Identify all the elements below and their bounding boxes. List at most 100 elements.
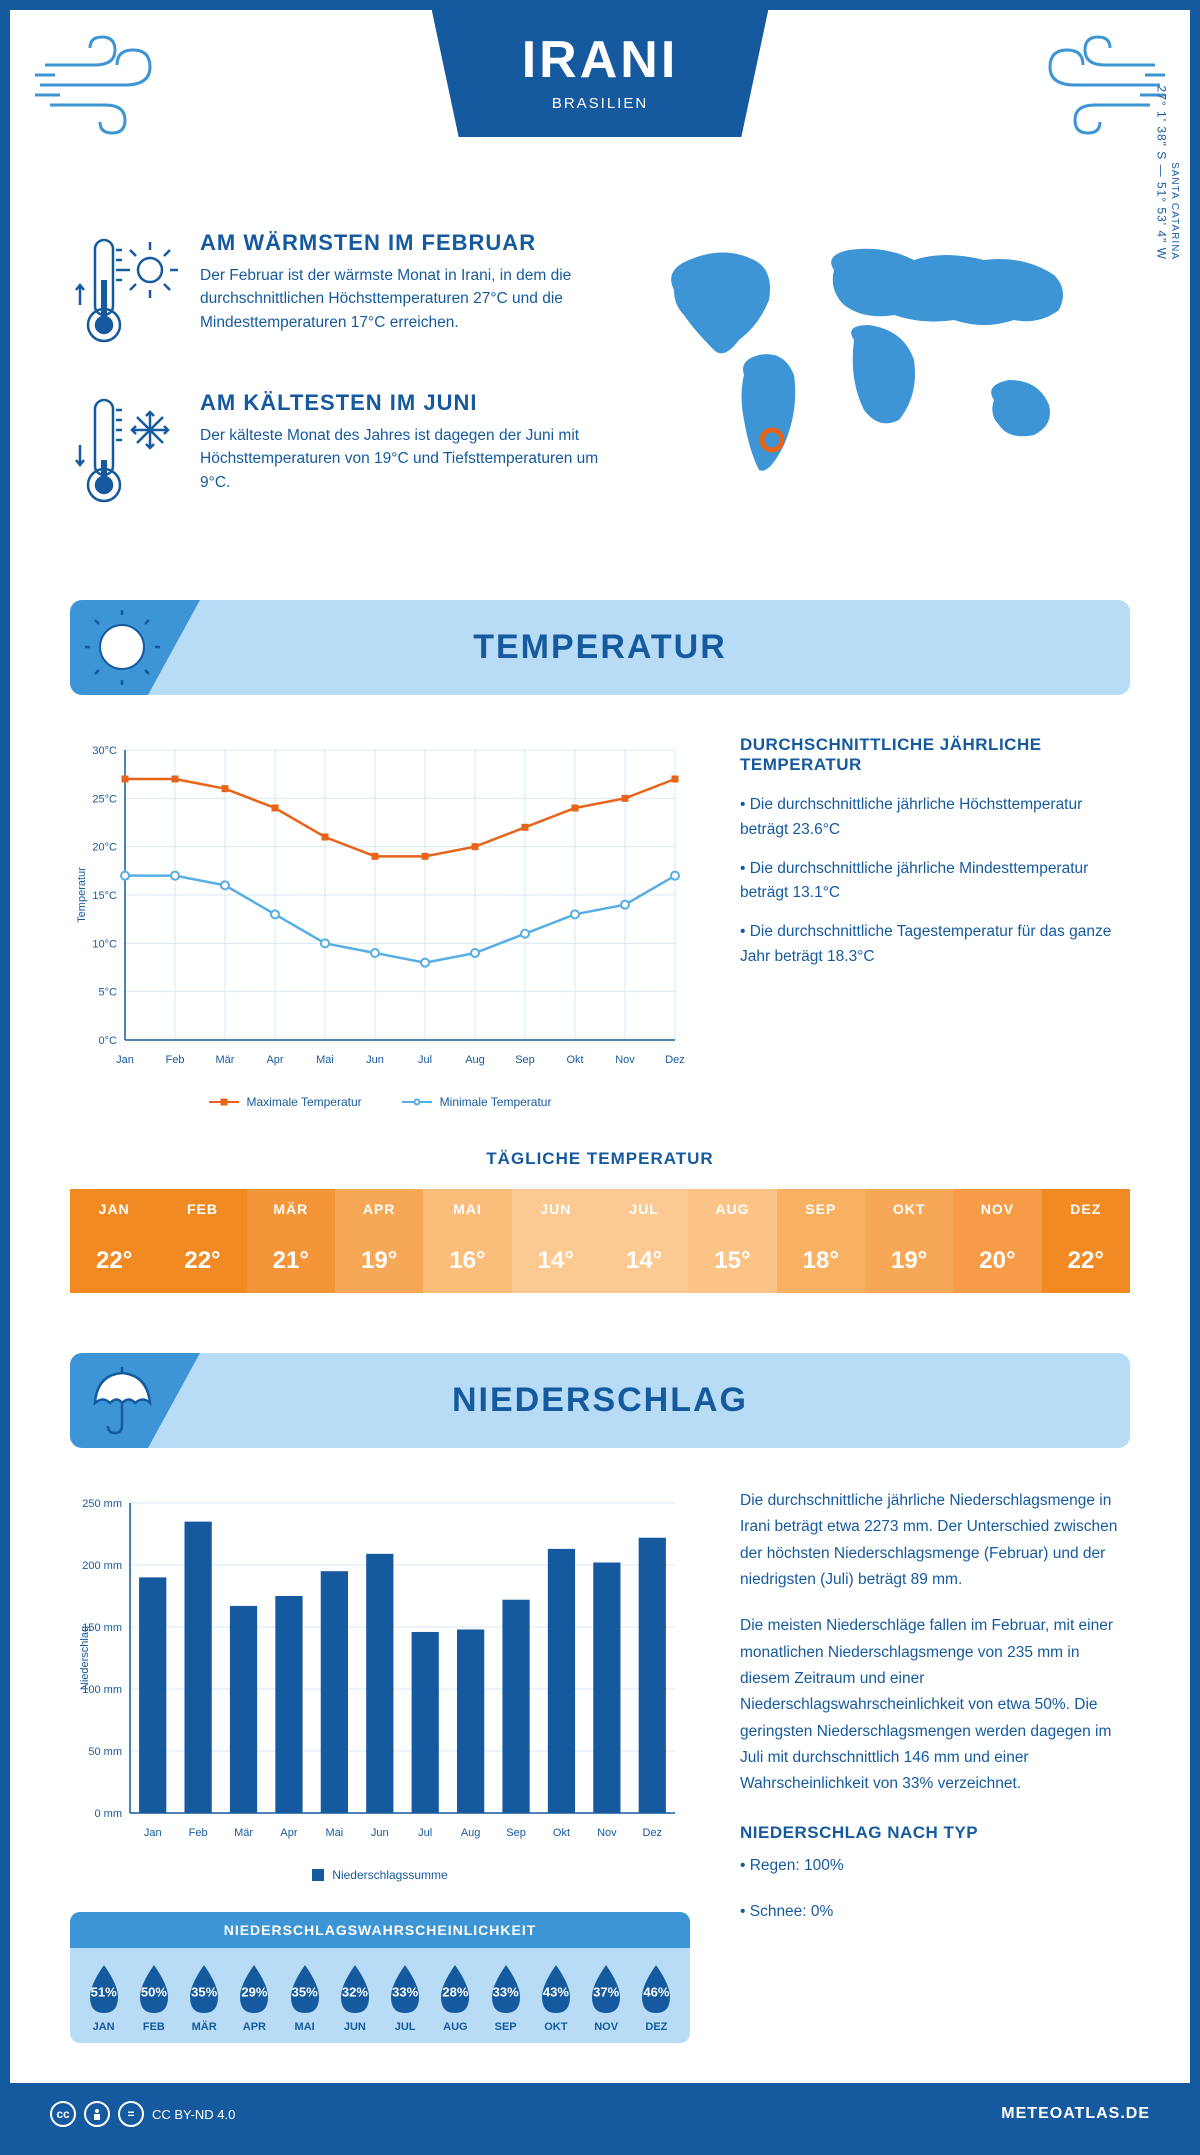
world-map-icon: [644, 230, 1084, 490]
svg-text:0 mm: 0 mm: [95, 1808, 123, 1820]
precip-t1: • Regen: 100%: [740, 1853, 1130, 1879]
warmest-body: Der Februar ist der wärmste Monat in Ira…: [200, 264, 604, 334]
content: AM WÄRMSTEN IM FEBRUAR Der Februar ist d…: [10, 230, 1190, 2083]
precip-p2: Die meisten Niederschläge fallen im Febr…: [740, 1613, 1130, 1797]
temp-col: APR 19°: [335, 1189, 423, 1293]
license-text: CC BY-ND 4.0: [152, 2107, 235, 2122]
daily-temp-title: TÄGLICHE TEMPERATUR: [70, 1149, 1130, 1169]
svg-text:250 mm: 250 mm: [82, 1498, 122, 1510]
thermometer-cold-icon: [70, 390, 180, 515]
temp-b2: • Die durchschnittliche jährliche Mindes…: [740, 857, 1130, 907]
drop-col: 32% JUN: [331, 1963, 378, 2033]
region-label: SANTA CATARINA: [1169, 162, 1180, 260]
temperature-chart: 0°C5°C10°C15°C20°C25°C30°CJanFebMärAprMa…: [70, 735, 690, 1109]
temp-col: OKT 19°: [865, 1189, 953, 1293]
cc-icon: cc: [50, 2101, 76, 2127]
svg-text:Aug: Aug: [465, 1054, 485, 1066]
coldest-title: AM KÄLTESTEN IM JUNI: [200, 390, 604, 416]
svg-text:5°C: 5°C: [99, 987, 118, 999]
umbrella-icon: [85, 1363, 160, 1443]
country-subtitle: BRASILIEN: [522, 95, 679, 112]
drop-col: 35% MAI: [281, 1963, 328, 2033]
precipitation-header: NIEDERSCHLAG: [70, 1353, 1130, 1448]
temp-col: FEB 22°: [158, 1189, 246, 1293]
thermometer-hot-icon: [70, 230, 180, 355]
precip-p1: Die durchschnittliche jährliche Niedersc…: [740, 1488, 1130, 1593]
header: IRANI BRASILIEN: [10, 10, 1190, 200]
world-map-area: 27° 1' 38" S — 51° 53' 4" W SANTA CATARI…: [644, 230, 1130, 550]
drop-col: 50% FEB: [130, 1963, 177, 2033]
probability-box: NIEDERSCHLAGSWAHRSCHEINLICHKEIT 51% JAN …: [70, 1912, 690, 2043]
svg-text:15°C: 15°C: [92, 890, 117, 902]
svg-text:Apr: Apr: [280, 1827, 297, 1839]
temp-col: MÄR 21°: [247, 1189, 335, 1293]
svg-text:Temperatur: Temperatur: [76, 867, 88, 923]
svg-text:10°C: 10°C: [92, 938, 117, 950]
svg-text:Nov: Nov: [615, 1054, 635, 1066]
temp-b1: • Die durchschnittliche jährliche Höchst…: [740, 793, 1130, 843]
temperature-section: 0°C5°C10°C15°C20°C25°C30°CJanFebMärAprMa…: [70, 735, 1130, 1109]
coordinates: 27° 1' 38" S — 51° 53' 4" W: [1154, 86, 1168, 260]
svg-text:Niederschlag: Niederschlag: [79, 1626, 91, 1690]
svg-text:Jan: Jan: [144, 1827, 162, 1839]
temp-col: SEP 18°: [777, 1189, 865, 1293]
svg-text:Sep: Sep: [506, 1827, 526, 1839]
wind-icon-left: [35, 35, 185, 140]
temp-col: DEZ 22°: [1042, 1189, 1130, 1293]
svg-text:Mai: Mai: [316, 1054, 334, 1066]
legend-min: Minimale Temperatur: [440, 1095, 552, 1109]
svg-text:Okt: Okt: [566, 1054, 583, 1066]
drop-col: 51% JAN: [80, 1963, 127, 2033]
svg-text:0°C: 0°C: [99, 1035, 118, 1047]
footer: cc = CC BY-ND 4.0 METEOATLAS.DE: [10, 2083, 1190, 2145]
coldest-body: Der kälteste Monat des Jahres ist dagege…: [200, 424, 604, 494]
svg-text:200 mm: 200 mm: [82, 1560, 122, 1572]
drop-col: 46% DEZ: [633, 1963, 680, 2033]
coldest-text: AM KÄLTESTEN IM JUNI Der kälteste Monat …: [200, 390, 604, 515]
drop-col: 35% MÄR: [181, 1963, 228, 2033]
precip-left: 0 mm50 mm100 mm150 mm200 mm250 mmJanFebM…: [70, 1488, 690, 2043]
temp-info-title: DURCHSCHNITTLICHE JÄHRLICHE TEMPERATUR: [740, 735, 1130, 775]
svg-text:Jun: Jun: [371, 1827, 389, 1839]
daily-temp-table: JAN 22° FEB 22° MÄR 21° APR 19° MAI 16° …: [70, 1189, 1130, 1293]
svg-text:Feb: Feb: [189, 1827, 208, 1839]
precip-section-title: NIEDERSCHLAG: [452, 1381, 748, 1420]
drop-col: 29% APR: [231, 1963, 278, 2033]
temp-section-title: TEMPERATUR: [473, 628, 727, 667]
probability-drops: 51% JAN 50% FEB 35% MÄR 29% APR: [70, 1948, 690, 2043]
svg-text:25°C: 25°C: [92, 793, 117, 805]
license-area: cc = CC BY-ND 4.0: [50, 2101, 235, 2127]
nd-icon: =: [118, 2101, 144, 2127]
precip-t2: • Schnee: 0%: [740, 1899, 1130, 1925]
precipitation-section: 0 mm50 mm100 mm150 mm200 mm250 mmJanFebM…: [70, 1488, 1130, 2043]
temp-col: AUG 15°: [688, 1189, 776, 1293]
svg-text:Apr: Apr: [266, 1054, 283, 1066]
svg-text:Feb: Feb: [166, 1054, 185, 1066]
warmest-text: AM WÄRMSTEN IM FEBRUAR Der Februar ist d…: [200, 230, 604, 355]
svg-text:Jun: Jun: [366, 1054, 384, 1066]
svg-text:Nov: Nov: [597, 1827, 617, 1839]
drop-col: 37% NOV: [583, 1963, 630, 2033]
temp-col: MAI 16°: [423, 1189, 511, 1293]
temperature-header: TEMPERATUR: [70, 600, 1130, 695]
prob-title: NIEDERSCHLAGSWAHRSCHEINLICHKEIT: [70, 1912, 690, 1948]
svg-text:30°C: 30°C: [92, 745, 117, 757]
precip-type-title: NIEDERSCHLAG NACH TYP: [740, 1823, 1130, 1843]
title-banner: IRANI BRASILIEN: [432, 10, 769, 137]
svg-text:Jul: Jul: [418, 1827, 432, 1839]
svg-text:Aug: Aug: [461, 1827, 481, 1839]
site-name: METEOATLAS.DE: [1001, 2105, 1150, 2123]
svg-text:Mai: Mai: [326, 1827, 344, 1839]
svg-text:50 mm: 50 mm: [88, 1746, 122, 1758]
wind-icon-right: [1015, 35, 1165, 140]
page: IRANI BRASILIEN: [0, 0, 1200, 2155]
city-title: IRANI: [522, 30, 679, 90]
intro-section: AM WÄRMSTEN IM FEBRUAR Der Februar ist d…: [70, 230, 1130, 550]
svg-text:Mär: Mär: [234, 1827, 253, 1839]
temp-col: JUL 14°: [600, 1189, 688, 1293]
temp-col: JUN 14°: [512, 1189, 600, 1293]
drop-col: 33% JUL: [382, 1963, 429, 2033]
svg-text:Sep: Sep: [515, 1054, 535, 1066]
by-icon: [84, 2101, 110, 2127]
warmest-title: AM WÄRMSTEN IM FEBRUAR: [200, 230, 604, 256]
